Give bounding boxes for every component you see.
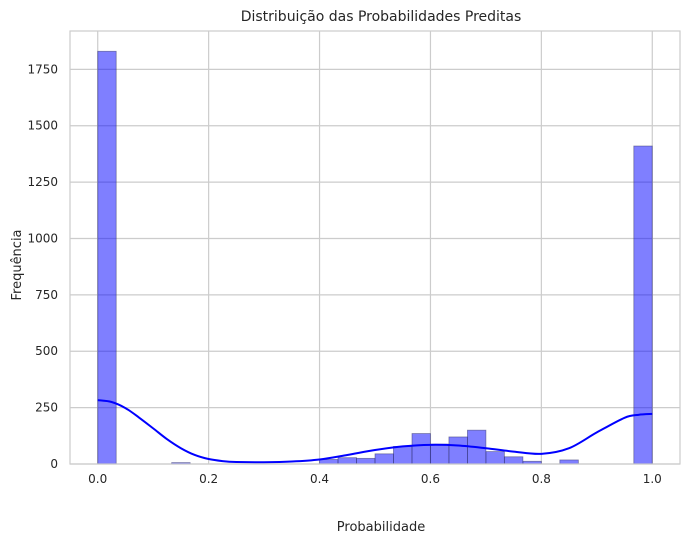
x-tick-label: 0.8	[532, 472, 551, 486]
y-tick-label: 500	[35, 344, 58, 358]
histogram-bar	[559, 459, 579, 465]
y-tick-label: 750	[35, 288, 58, 302]
y-tick-label: 250	[35, 401, 58, 415]
histogram-bar	[337, 457, 357, 465]
x-tick-label: 0.4	[310, 472, 329, 486]
histogram-bar	[633, 145, 653, 465]
y-tick-labels: 0 250 500 750 1000 1250 1500 1750	[27, 62, 58, 471]
histogram-bar	[319, 459, 339, 465]
y-tick-label: 1000	[27, 231, 58, 245]
histogram-bar	[485, 451, 505, 465]
chart-title: Distribuição das Probabilidades Preditas	[241, 9, 522, 25]
y-tick-label: 1500	[27, 119, 58, 133]
plot-frame	[69, 30, 681, 465]
y-tick-label: 1250	[27, 175, 58, 189]
y-tick-label: 1750	[27, 62, 58, 76]
histogram-bar	[503, 456, 524, 465]
x-tick-labels: 0.0 0.2 0.4 0.6 0.8 1.0	[88, 472, 662, 486]
y-tick-label: 0	[50, 457, 58, 471]
histogram-bar	[448, 436, 468, 465]
histogram-bars	[97, 50, 653, 465]
gridlines	[70, 31, 680, 465]
histogram-bar	[430, 443, 450, 465]
y-axis-label: Frequência	[10, 229, 25, 300]
histogram-bar	[411, 433, 431, 465]
x-tick-label: 0.0	[88, 472, 107, 486]
histogram-bar	[374, 453, 394, 465]
x-axis-label: Probabilidade	[337, 520, 425, 535]
x-tick-label: 1.0	[643, 472, 662, 486]
histogram-bar	[393, 446, 413, 465]
histogram-bar	[356, 457, 376, 465]
kde-curve-group	[97, 399, 653, 464]
x-tick-label: 0.6	[421, 472, 440, 486]
kde-curve	[97, 399, 653, 464]
x-tick-label: 0.2	[199, 472, 218, 486]
